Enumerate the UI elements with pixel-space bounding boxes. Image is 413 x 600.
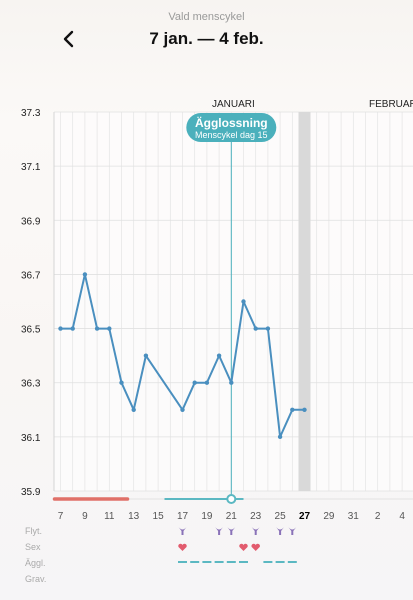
- y-tick-label: 37.3: [21, 108, 41, 119]
- x-tick-label[interactable]: 15: [153, 511, 165, 522]
- x-tick-label[interactable]: 7: [58, 511, 64, 522]
- temperature-point[interactable]: [107, 326, 112, 331]
- y-tick-label: 36.1: [21, 433, 41, 444]
- x-tick-label[interactable]: 17: [177, 511, 189, 522]
- discharge-icon[interactable]: [215, 527, 224, 535]
- month-label: FEBRUAR: [369, 99, 413, 110]
- x-tick-label[interactable]: 21: [226, 511, 238, 522]
- temperature-point[interactable]: [180, 407, 185, 412]
- plot-area: [54, 112, 413, 491]
- y-tick-label: 36.9: [21, 216, 41, 227]
- y-tick-label: 36.7: [21, 270, 41, 281]
- ovulation-badge[interactable]: [186, 113, 277, 142]
- temperature-point[interactable]: [119, 380, 124, 385]
- y-tick-label: 35.9: [21, 487, 41, 498]
- heart-icon[interactable]: [239, 543, 248, 551]
- temperature-point[interactable]: [253, 326, 258, 331]
- temperature-point[interactable]: [277, 434, 283, 440]
- temperature-point[interactable]: [94, 326, 100, 331]
- x-tick-label[interactable]: 2: [375, 511, 381, 522]
- temperature-point[interactable]: [131, 407, 136, 412]
- discharge-icon[interactable]: [178, 527, 187, 535]
- temperature-point[interactable]: [82, 272, 88, 277]
- marker-row-label: Sex: [25, 542, 41, 552]
- discharge-icon[interactable]: [227, 527, 236, 535]
- temperature-point[interactable]: [143, 353, 149, 358]
- y-tick-label: 36.3: [21, 379, 41, 390]
- temperature-point[interactable]: [216, 353, 222, 358]
- temperature-point[interactable]: [241, 299, 246, 304]
- marker-row-label: Grav.: [25, 574, 46, 584]
- y-tick-label: 36.5: [21, 325, 41, 336]
- temperature-point[interactable]: [70, 326, 75, 331]
- today-column: [298, 112, 311, 491]
- ovulation-scrubber-handle[interactable]: [226, 494, 237, 504]
- x-tick-label[interactable]: 23: [250, 511, 262, 522]
- temperature-point[interactable]: [192, 380, 197, 385]
- cycle-subtitle: Vald menscykel: [168, 11, 245, 23]
- ovulation-badge-sub: Menscykel dag 15: [195, 130, 268, 140]
- x-tick-label[interactable]: 9: [82, 511, 88, 522]
- chevron-left-icon[interactable]: [58, 28, 80, 50]
- heart-icon[interactable]: [178, 543, 187, 551]
- header: Vald menscykel 7 jan. — 4 feb.: [0, 0, 413, 60]
- marker-row-label: Äggl.: [25, 558, 46, 568]
- marker-row-label: Flyt.: [25, 526, 42, 536]
- x-tick-label[interactable]: 29: [323, 511, 335, 522]
- discharge-icon[interactable]: [288, 527, 297, 535]
- temperature-point[interactable]: [204, 380, 210, 385]
- y-tick-label: 37.1: [21, 162, 41, 173]
- discharge-icon[interactable]: [251, 527, 260, 535]
- discharge-icon[interactable]: [276, 527, 285, 535]
- cycle-date-range: 7 jan. — 4 feb.: [149, 29, 264, 48]
- x-tick-label-today[interactable]: 27: [299, 511, 311, 522]
- x-tick-label[interactable]: 4: [399, 511, 405, 522]
- x-tick-label[interactable]: 11: [104, 511, 115, 522]
- temperature-point[interactable]: [229, 380, 234, 385]
- x-tick-label[interactable]: 25: [275, 511, 287, 522]
- temperature-point[interactable]: [58, 326, 63, 331]
- month-label: JANUARI: [212, 99, 255, 110]
- temperature-point[interactable]: [302, 407, 307, 412]
- x-tick-label[interactable]: 31: [348, 511, 360, 522]
- x-tick-label[interactable]: 19: [201, 511, 213, 522]
- temperature-point[interactable]: [290, 407, 295, 412]
- x-tick-label[interactable]: 13: [128, 511, 140, 522]
- heart-icon[interactable]: [251, 543, 260, 551]
- ovulation-badge-label: Ägglossning: [195, 115, 268, 130]
- temperature-point[interactable]: [265, 326, 271, 331]
